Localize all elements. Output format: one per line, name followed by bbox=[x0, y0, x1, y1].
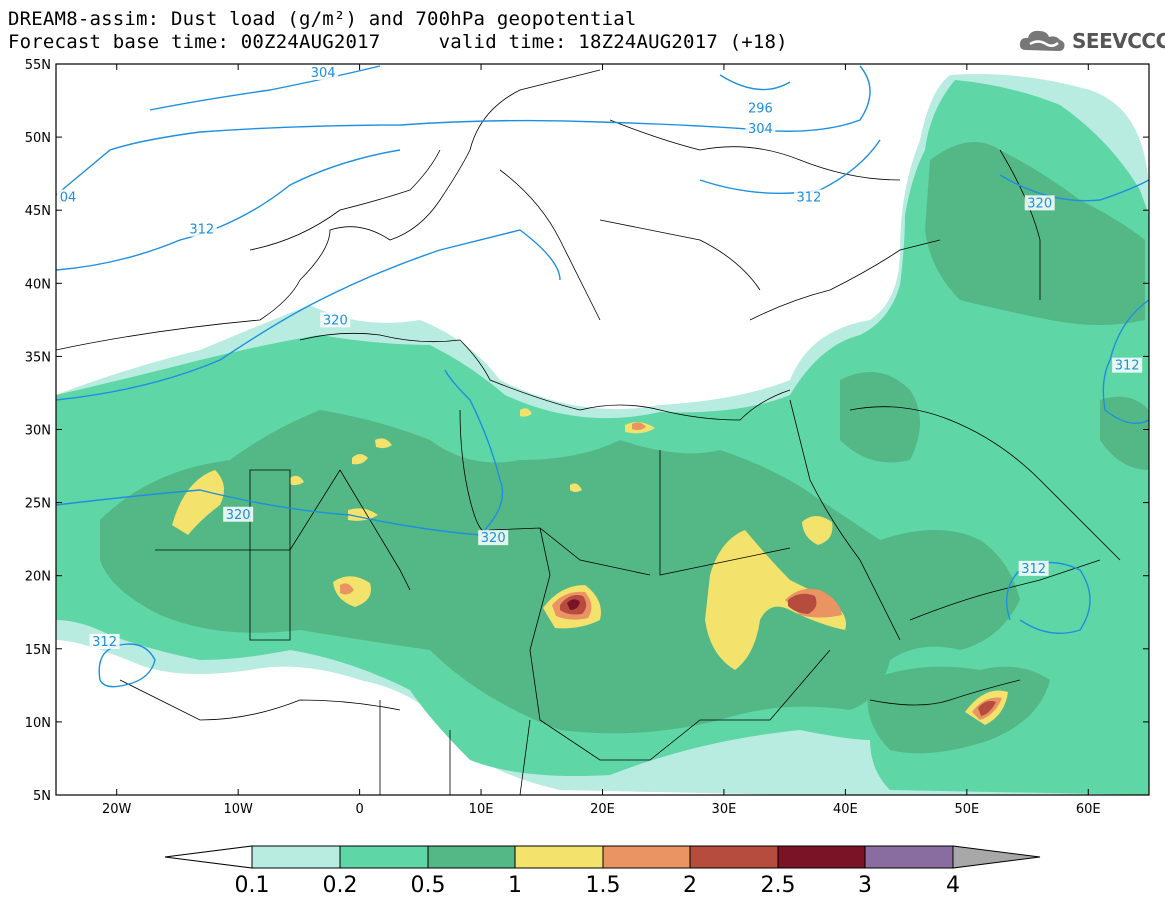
dust-layer-1 bbox=[290, 475, 304, 486]
lat-tick-label: 25N bbox=[25, 497, 51, 512]
dust-layer-2 bbox=[978, 700, 996, 716]
contour-label-bg bbox=[186, 221, 217, 237]
lon-tick-label: 20W bbox=[102, 802, 132, 817]
map-title: DREAM8-assim: Dust load (g/m²) and 700hP… bbox=[8, 8, 637, 30]
dust-layer-1.5 bbox=[632, 422, 646, 431]
legend-swatch bbox=[251, 845, 341, 869]
lat-tick-label: 15N bbox=[25, 643, 51, 658]
legend-label: 3 bbox=[858, 873, 872, 898]
contour-label-bg bbox=[223, 506, 254, 522]
legend-label: 2 bbox=[683, 873, 697, 898]
dust-layer-0.5 bbox=[925, 142, 1145, 325]
legend-label: 0.5 bbox=[411, 873, 446, 898]
contour-label: 320 bbox=[323, 313, 348, 328]
legend-label: 0.1 bbox=[235, 873, 270, 898]
contour-label-bg bbox=[320, 312, 351, 328]
lat-tick-label: 20N bbox=[25, 570, 51, 585]
dust-layer-1 bbox=[348, 508, 378, 521]
dust-layer-1 bbox=[570, 483, 582, 492]
legend-labels: 0.1 0.2 0.5 1 1.5 2 2.5 3 4 bbox=[235, 873, 961, 898]
legend-label: 2.5 bbox=[761, 873, 796, 898]
logo-text: SEEVCCC bbox=[1072, 29, 1165, 53]
lat-tick-label: 5N bbox=[33, 789, 51, 804]
contour-label-bg bbox=[745, 100, 776, 116]
legend-label: 1 bbox=[508, 873, 522, 898]
legend-swatch bbox=[777, 845, 866, 869]
dust-layer-1 bbox=[802, 516, 833, 545]
contour-label-bg bbox=[793, 189, 824, 205]
lat-tick-label: 10N bbox=[25, 716, 51, 731]
contour-label: 304 bbox=[311, 66, 336, 81]
dust-layer-1 bbox=[375, 438, 392, 449]
lat-tick-label: 55N bbox=[25, 58, 51, 73]
lon-tick-label: 50E bbox=[954, 802, 979, 817]
lat-tick-label: 45N bbox=[25, 204, 51, 219]
contour-label-bg bbox=[89, 633, 120, 649]
contour-label-bg bbox=[1112, 357, 1143, 373]
seevccc-logo: SEEVCCC bbox=[1018, 24, 1165, 58]
contour-label: 312 bbox=[797, 191, 822, 206]
contour-label: 304 bbox=[748, 122, 773, 137]
contour-label: 312 bbox=[1021, 562, 1046, 577]
lon-tick-label: 10W bbox=[223, 802, 253, 817]
lat-tick-label: 50N bbox=[25, 131, 51, 146]
legend-swatch bbox=[514, 845, 604, 869]
lon-tick-label: 0 bbox=[355, 802, 363, 817]
geopotential-contours bbox=[56, 65, 1149, 688]
lat-tick-label: 40N bbox=[25, 277, 51, 292]
legend-swatch bbox=[689, 845, 779, 869]
dust-layer-0.5 bbox=[840, 372, 920, 463]
contour-label-bg bbox=[1024, 195, 1055, 211]
lon-tick-label: 10E bbox=[469, 802, 494, 817]
contour-label: 312 bbox=[1115, 359, 1140, 374]
legend-swatch bbox=[427, 845, 516, 869]
contour-label-bg bbox=[57, 189, 79, 205]
contour-label: 04 bbox=[60, 191, 77, 206]
dust-fields bbox=[56, 74, 1149, 795]
legend-label: 1.5 bbox=[586, 873, 621, 898]
dust-layer-2.5 bbox=[567, 599, 580, 610]
legend-label: 4 bbox=[946, 873, 960, 898]
contour-label: 312 bbox=[92, 635, 117, 650]
legend-swatch bbox=[864, 845, 954, 869]
legend-under-arrow bbox=[164, 845, 253, 869]
latitude-axis: 55N 50N 45N 40N 35N 30N 25N 20N 15N 10N 5N bbox=[25, 58, 1149, 804]
dust-layer-0.5 bbox=[100, 410, 1020, 734]
lon-tick-label: 60E bbox=[1076, 802, 1101, 817]
contour-labels: 304 296 304 04 312 312 320 320 320 320 312 312 312 bbox=[57, 65, 1143, 650]
lon-tick-label: 20E bbox=[590, 802, 615, 817]
country-borders bbox=[56, 69, 1121, 795]
contour-label: 320 bbox=[481, 531, 506, 546]
dust-layer-1 bbox=[520, 408, 532, 417]
contour-label: 312 bbox=[189, 223, 214, 238]
contour-label-bg bbox=[745, 120, 776, 136]
dust-layer-2 bbox=[788, 593, 817, 614]
contour-label-bg bbox=[478, 530, 509, 546]
legend-label: 0.2 bbox=[323, 873, 358, 898]
longitude-axis: 20W 10W 0 10E 20E 30E 40E 50E 60E bbox=[102, 64, 1101, 817]
lat-tick-label: 35N bbox=[25, 350, 51, 365]
dust-layer-1 bbox=[172, 470, 224, 535]
contour-label: 320 bbox=[226, 508, 251, 523]
dust-legend: 0.1 0.2 0.5 1 1.5 2 2.5 3 4 bbox=[164, 845, 1041, 898]
legend-over-arrow bbox=[952, 845, 1041, 869]
contour-label: 320 bbox=[1027, 196, 1052, 211]
legend-swatch bbox=[602, 845, 691, 869]
dust-layer-1 bbox=[352, 454, 368, 465]
lat-tick-label: 30N bbox=[25, 424, 51, 439]
dust-layer-1 bbox=[705, 530, 846, 670]
legend-swatch bbox=[339, 845, 429, 869]
dust-layer-1.5 bbox=[340, 583, 354, 595]
contour-label-bg bbox=[308, 65, 339, 80]
contour-label-bg bbox=[1018, 560, 1049, 576]
cloud-icon bbox=[1019, 30, 1065, 51]
map-subtitle: Forecast base time: 00Z24AUG2017 valid t… bbox=[8, 31, 788, 53]
contour-label: 296 bbox=[748, 101, 773, 116]
lon-tick-label: 40E bbox=[833, 802, 858, 817]
lon-tick-label: 30E bbox=[712, 802, 737, 817]
dust-layer-0.5 bbox=[867, 666, 1050, 754]
